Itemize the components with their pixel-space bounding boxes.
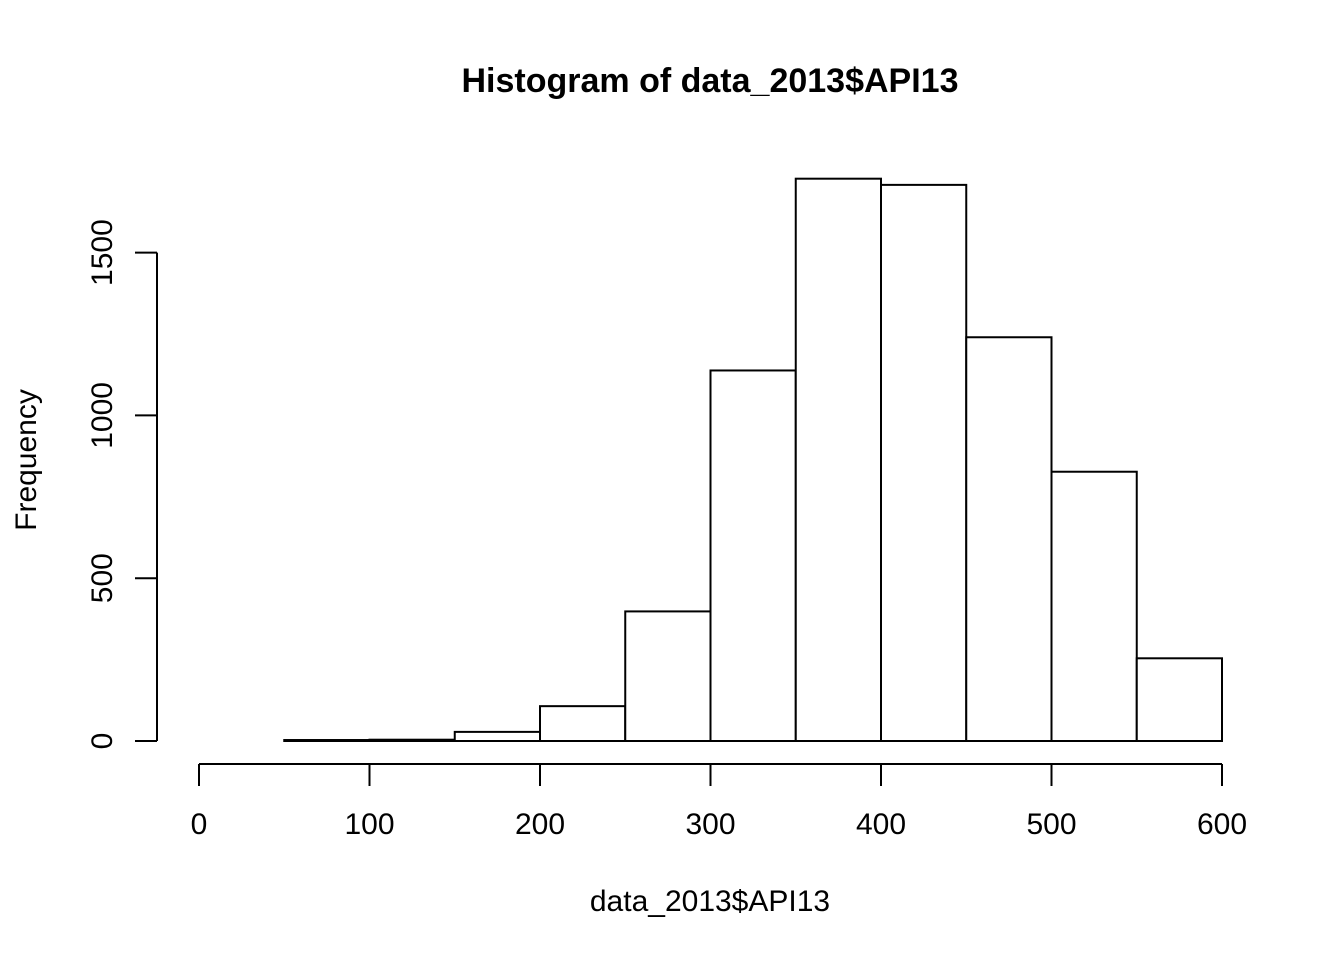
histogram-bar-350-400	[794, 177, 882, 743]
histogram-bar-200-250	[539, 705, 627, 743]
x-tick-label-300: 300	[685, 808, 735, 841]
x-axis-label: data_2013$API13	[590, 885, 830, 918]
y-tick-label-0: 0	[86, 733, 119, 750]
x-tick-label-200: 200	[515, 808, 565, 841]
histogram-bar-250-300	[624, 610, 712, 742]
histogram-bar-450-500	[965, 336, 1053, 742]
y-axis: 0 500 1000 1500	[86, 219, 158, 750]
y-tick-label-500: 500	[86, 553, 119, 603]
histogram-bar-500-550	[1050, 470, 1138, 742]
x-tick-label-100: 100	[344, 808, 394, 841]
x-tick-label-400: 400	[856, 808, 906, 841]
histogram-bar-400-450	[880, 183, 968, 743]
histogram-bar-150-200	[453, 730, 541, 742]
histogram-bar-100-150	[368, 738, 456, 742]
histogram-bar-50-100	[283, 739, 371, 742]
x-tick-label-600: 600	[1197, 808, 1247, 841]
x-tick-label-0: 0	[191, 808, 208, 841]
x-tick-label-500: 500	[1026, 808, 1076, 841]
y-axis-label: Frequency	[10, 389, 43, 531]
histogram-bar-300-350	[709, 369, 797, 742]
y-tick-label-1500: 1500	[86, 219, 119, 286]
bars-group	[283, 177, 1223, 743]
histogram-bar-550-600	[1135, 657, 1223, 743]
x-axis: 0 100 200 300 400 500 600	[191, 763, 1247, 841]
y-tick-label-1000: 1000	[86, 382, 119, 449]
chart-title: Histogram of data_2013$API13	[462, 62, 959, 100]
